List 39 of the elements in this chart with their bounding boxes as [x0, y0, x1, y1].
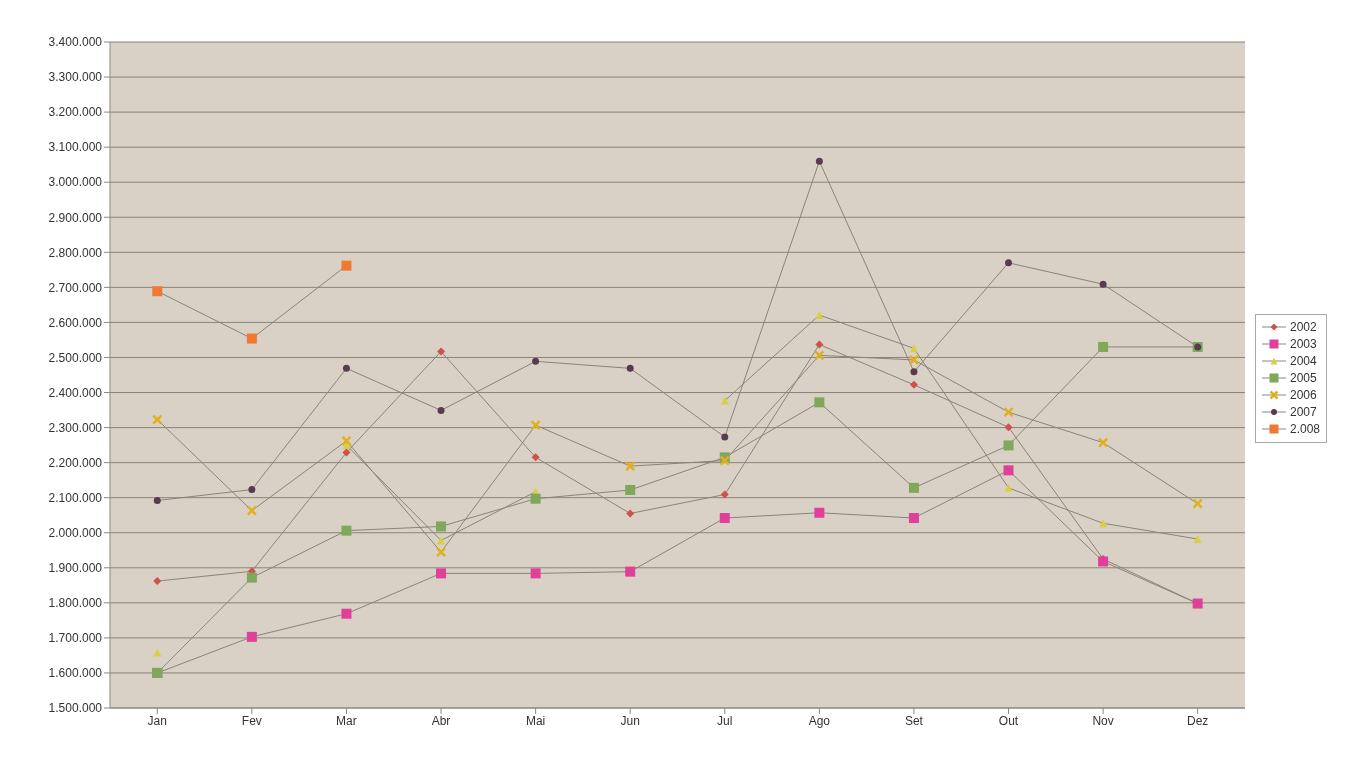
- x-tick-label: Set: [904, 713, 924, 728]
- y-tick-label: 2.600.000: [48, 315, 103, 330]
- y-tick-label: 1.500.000: [48, 701, 103, 716]
- legend-label: 2003: [1289, 337, 1317, 351]
- x-tick-label: Dez: [1187, 713, 1209, 728]
- x-tick-label: Abr: [431, 713, 451, 728]
- y-tick-label: 3.100.000: [48, 140, 103, 155]
- x-tick-label: Nov: [1092, 713, 1114, 728]
- y-tick-label: 3.300.000: [48, 70, 103, 85]
- x-tick-label: Jan: [147, 713, 167, 728]
- legend-label: 2002: [1289, 320, 1317, 334]
- x-tick-label: Jul: [717, 713, 733, 728]
- legend-label: 2007: [1289, 405, 1317, 419]
- y-tick-label: 2.000.000: [48, 526, 103, 540]
- y-tick-label: 2.400.000: [48, 385, 103, 400]
- y-tick-label: 2.300.000: [48, 420, 103, 435]
- legend-label: 2006: [1289, 388, 1317, 402]
- legend-label: 2004: [1289, 354, 1317, 368]
- x-tick-label: Mai: [525, 713, 546, 728]
- y-tick-label: 2.900.000: [48, 210, 103, 225]
- y-tick-label: 3.400.000: [48, 35, 103, 50]
- x-tick-label: Mar: [336, 713, 357, 728]
- y-tick-label: 2.800.000: [48, 245, 103, 260]
- y-tick-label: 2.200.000: [48, 455, 103, 470]
- y-tick-label: 1.900.000: [48, 561, 103, 576]
- y-tick-label: 2.100.000: [48, 490, 103, 505]
- x-tick-label: Fev: [241, 713, 262, 728]
- x-tick-label: Out: [998, 713, 1019, 728]
- x-tick-label: Ago: [808, 713, 831, 728]
- y-tick-label: 3.000.000: [48, 175, 103, 190]
- y-tick-label: 2.700.000: [48, 280, 103, 295]
- y-tick-label: 1.700.000: [48, 631, 103, 646]
- legend-label: 2005: [1289, 371, 1317, 385]
- legend-label: 2.008: [1289, 422, 1320, 436]
- y-tick-label: 3.200.000: [48, 105, 103, 120]
- y-tick-label: 1.800.000: [48, 596, 103, 611]
- x-tick-label: Jun: [620, 713, 640, 728]
- y-tick-label: 1.600.000: [48, 666, 103, 681]
- y-tick-label: 2.500.000: [48, 350, 103, 365]
